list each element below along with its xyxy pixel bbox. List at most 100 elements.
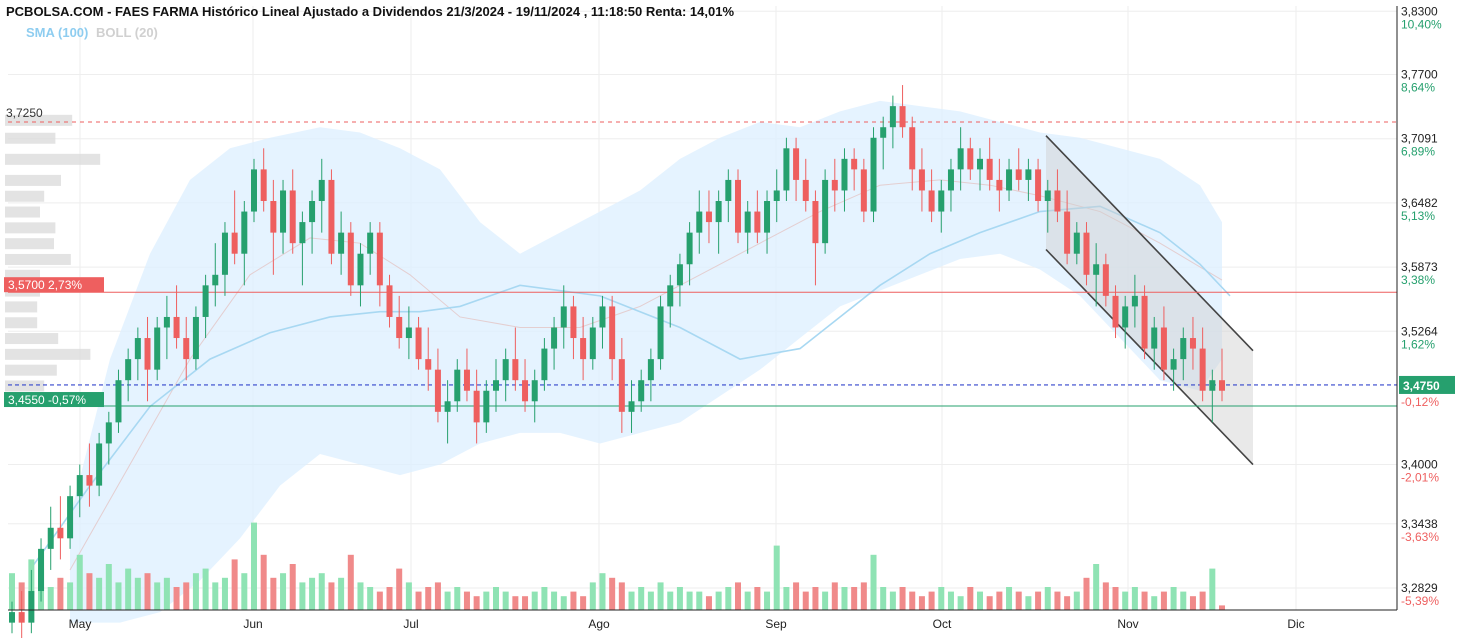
candle-body (260, 169, 267, 202)
volume-bar (618, 582, 625, 610)
candle-body (105, 422, 112, 444)
volume-bar (502, 591, 509, 610)
volume-bar (241, 573, 248, 610)
candle-body (734, 179, 742, 233)
last-price-pct: -0,12% (1401, 395, 1439, 409)
volume-profile-bar (5, 301, 38, 313)
volume-bar (686, 591, 693, 610)
candle-body (425, 359, 432, 370)
volume-bar (996, 591, 1003, 610)
y-tick-price: 3,7700 (1401, 68, 1438, 82)
volume-bar (773, 545, 780, 610)
y-tick-price: 3,3438 (1401, 517, 1438, 531)
volume-profile-bar (5, 348, 91, 360)
candle-body (1122, 306, 1129, 328)
volume-bar (744, 591, 751, 610)
volume-bar (173, 587, 180, 610)
candle-body (851, 158, 858, 170)
volume-bar (483, 591, 490, 610)
bollinger-mid-line (69, 179, 1223, 571)
candle-body (1044, 190, 1051, 202)
candle-body (415, 327, 422, 360)
candle-body (367, 232, 374, 254)
candle-body (676, 264, 683, 286)
candlesticks (8, 85, 1226, 638)
volume-bar (1102, 582, 1109, 610)
volume-bar (434, 582, 441, 610)
volume-bar (676, 587, 683, 610)
candle-body (560, 306, 567, 328)
candle-body (38, 548, 45, 592)
volume-bar (812, 587, 819, 610)
candle-body (163, 316, 170, 328)
candle-body (793, 148, 800, 180)
volume-bar (841, 587, 848, 610)
volume-bar (250, 522, 258, 610)
y-tick-price: 3,5264 (1401, 324, 1438, 338)
candle-body (1073, 232, 1080, 254)
volume-bar (67, 582, 74, 610)
candle-body (531, 380, 538, 402)
x-tick-label: May (69, 617, 92, 631)
candle-body (522, 380, 529, 402)
volume-bar (183, 582, 190, 610)
volume-bar (928, 591, 935, 610)
candle-body (947, 169, 954, 191)
volume-bar (1015, 591, 1022, 610)
volume-bar (386, 587, 393, 610)
volume-bar (105, 564, 112, 610)
candle-body (647, 359, 654, 381)
candle-body (502, 359, 509, 381)
y-tick-price: 3,4000 (1401, 458, 1438, 472)
volume-profile-bar (5, 174, 61, 186)
volume-bar (425, 587, 432, 610)
candle-body (860, 169, 867, 212)
candle-body (580, 338, 587, 360)
volume-bar (163, 577, 170, 610)
volume-bar (1218, 605, 1226, 610)
candle-body (115, 380, 122, 423)
volume-bar (309, 577, 316, 610)
y-tick-pct: 10,40% (1401, 17, 1442, 31)
legend-boll[interactable]: BOLL (20) (96, 25, 158, 40)
candle-body (8, 612, 16, 623)
x-tick-label: Jun (243, 617, 262, 631)
level-labels: 3,7250 3,5700 2,73% 3,4550 -0,57% 3,4750 -0,… (4, 106, 1455, 409)
volume-bar (318, 573, 325, 610)
candle-body (638, 380, 645, 402)
candle-body (125, 359, 132, 381)
candle-body (280, 190, 287, 233)
legend-sma[interactable]: SMA (100) (26, 25, 89, 40)
candle-body (1064, 211, 1071, 254)
x-tick-label: Sep (765, 617, 787, 631)
candle-body (67, 496, 74, 539)
volume-bar (986, 596, 993, 610)
candle-body (1209, 380, 1216, 391)
candle-body (870, 137, 877, 212)
volume-bar (570, 591, 577, 610)
candle-body (754, 211, 761, 233)
volume-bar (580, 596, 587, 610)
volume-bar (289, 564, 296, 610)
volume-bar (125, 568, 132, 610)
candle-body (705, 211, 712, 223)
volume-bar (473, 596, 480, 610)
candle-body (86, 475, 93, 486)
volume-bar (667, 591, 674, 610)
candle-body (957, 148, 964, 170)
candle-body (483, 390, 490, 423)
candle-body (376, 232, 383, 286)
volume-bar (492, 587, 500, 610)
candle-body (183, 338, 190, 360)
volume-bar (270, 577, 277, 610)
candle-body (386, 285, 393, 317)
volume-bar (454, 587, 461, 610)
price-levels (8, 121, 1397, 407)
resistance-tag (4, 277, 104, 293)
volume-bar (764, 591, 771, 610)
volume-bar (376, 591, 383, 610)
volume-bar (822, 591, 829, 610)
candle-body (96, 443, 103, 486)
